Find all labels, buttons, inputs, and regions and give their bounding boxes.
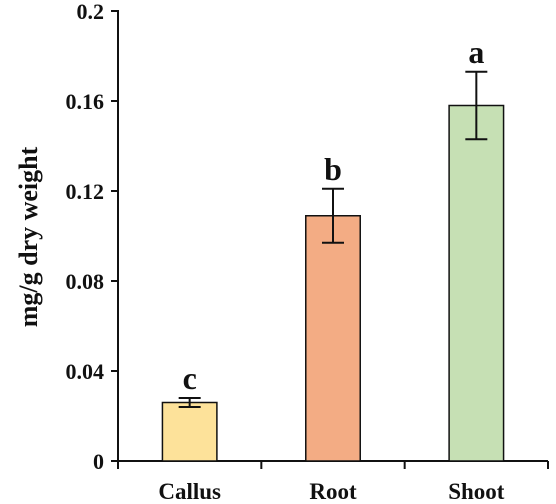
x-category-label: Shoot: [448, 479, 505, 504]
x-category-label: Callus: [158, 479, 221, 504]
significance-label: c: [183, 360, 197, 396]
y-axis-title: mg/g dry weight: [14, 146, 43, 327]
significance-label: b: [324, 151, 342, 187]
x-category-label: Root: [309, 479, 357, 504]
y-tick-label: 0.2: [77, 0, 105, 24]
significance-label: a: [468, 34, 484, 70]
bar-callus: [161, 401, 218, 462]
error-bars: [178, 70, 488, 408]
bar-root: [305, 215, 361, 462]
bars: [161, 104, 505, 462]
y-tick-label: 0: [93, 449, 104, 474]
y-ticks: 0 0.04 0.08 0.12 0.16 0.2: [66, 0, 118, 474]
y-tick-label: 0.04: [66, 359, 105, 384]
y-tick-label: 0.12: [66, 179, 105, 204]
y-tick-label: 0.16: [66, 89, 105, 114]
labels: c Callus b Root a Shoot: [158, 34, 504, 504]
x-ticks: [117, 461, 549, 469]
y-tick-label: 0.08: [66, 269, 105, 294]
bar-shoot: [448, 104, 505, 462]
